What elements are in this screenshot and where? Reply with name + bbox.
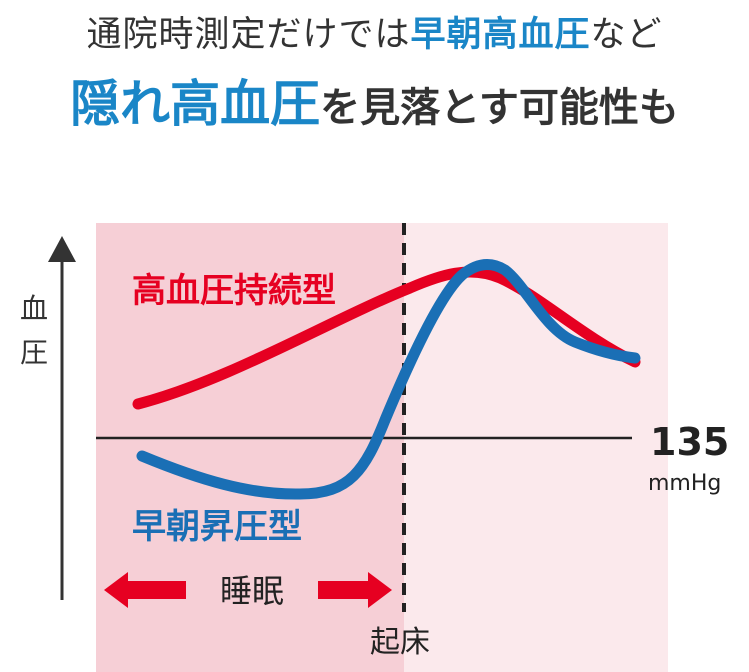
y-axis-label-char-1: 血 <box>20 292 48 325</box>
sleep-label: 睡眠 <box>220 572 284 610</box>
morning-surge-curve <box>136 259 641 500</box>
y-axis-arrowhead <box>48 236 76 262</box>
morning-surge-label: 早朝昇圧型 <box>132 507 302 547</box>
headline-line-2: 隠れ高血圧を見落とす可能性も <box>0 64 749 136</box>
wake-up-label: 起床 <box>370 625 430 660</box>
headline-line-2-text: を見落とす可能性も <box>320 85 679 131</box>
sustained-hypertension-curve <box>132 266 641 410</box>
sustained-hypertension-label: 高血圧持続型 <box>132 271 336 311</box>
headline-morning-hypertension: 早朝高血圧 <box>410 15 591 55</box>
headline-line-1: 通院時測定だけでは早朝高血圧など <box>0 6 749 57</box>
headline-line-1-text-b: など <box>590 15 663 55</box>
sleep-arrow-right <box>318 572 392 608</box>
headline-masked-hypertension: 隠れ高血圧 <box>70 75 321 133</box>
threshold-unit: mmHg <box>648 471 721 496</box>
sleep-arrow-left <box>104 572 186 608</box>
y-axis-label-char-2: 圧 <box>20 336 48 369</box>
threshold-value: 135 <box>650 420 729 464</box>
headline-line-1-text-a: 通院時測定だけでは <box>86 15 411 55</box>
